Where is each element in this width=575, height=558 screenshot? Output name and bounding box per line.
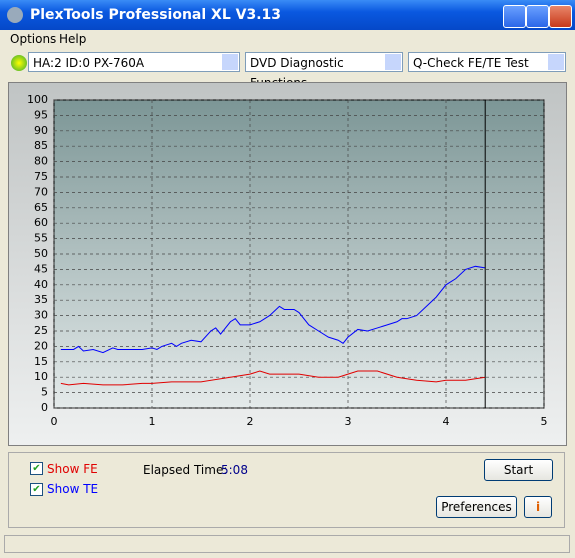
title-bar: PlexTools Professional XL V3.13 (0, 0, 575, 30)
x-tick-label: 4 (443, 415, 450, 428)
minimize-button[interactable] (503, 5, 526, 28)
menu-item[interactable]: Options (10, 32, 57, 46)
function-select[interactable]: DVD Diagnostic Functions (245, 52, 403, 90)
fe-checkbox[interactable]: ✔ (30, 462, 43, 475)
y-tick-label: 20 (34, 339, 48, 352)
preferences-button[interactable]: Preferences (436, 496, 517, 518)
y-tick-label: 0 (41, 401, 48, 414)
maximize-button[interactable] (526, 5, 549, 28)
y-tick-label: 90 (34, 124, 48, 137)
drive-icon (11, 55, 27, 71)
y-tick-label: 25 (34, 324, 48, 337)
start-button[interactable]: Start (484, 459, 553, 481)
control-panel (8, 452, 565, 528)
y-tick-label: 40 (34, 278, 48, 291)
y-tick-label: 55 (34, 232, 48, 245)
y-tick-label: 100 (27, 93, 48, 106)
series-line (60, 265, 486, 354)
window-title: PlexTools Professional XL V3.13 (30, 7, 282, 23)
menu-item[interactable]: Help (59, 32, 87, 46)
y-tick-label: 60 (34, 216, 48, 229)
te-checkbox[interactable]: ✔ (30, 483, 43, 496)
x-tick-label: 3 (345, 415, 352, 428)
elapsed-value: 5:08 (221, 463, 248, 477)
status-bar (4, 535, 570, 553)
y-tick-label: 10 (34, 370, 48, 383)
y-tick-label: 80 (34, 155, 48, 168)
chart: 0510152025303540455055606570758085909510… (8, 82, 567, 446)
info-button[interactable]: i (524, 496, 552, 518)
y-tick-label: 70 (34, 185, 48, 198)
app-icon (7, 7, 23, 23)
te-label[interactable]: Show TE (47, 482, 99, 496)
close-button[interactable] (549, 5, 572, 28)
y-tick-label: 95 (34, 108, 48, 121)
fe-label[interactable]: Show FE (47, 462, 98, 476)
y-tick-label: 50 (34, 247, 48, 260)
x-tick-label: 2 (247, 415, 254, 428)
x-tick-label: 1 (149, 415, 156, 428)
x-tick-label: 5 (541, 415, 548, 428)
elapsed-label: Elapsed Time: (143, 463, 228, 477)
y-tick-label: 30 (34, 309, 48, 322)
y-tick-label: 75 (34, 170, 48, 183)
y-tick-label: 35 (34, 293, 48, 306)
y-tick-label: 45 (34, 262, 48, 275)
test-select[interactable]: Q-Check FE/TE Test (408, 52, 566, 72)
y-tick-label: 5 (41, 386, 48, 399)
y-tick-label: 85 (34, 139, 48, 152)
y-tick-label: 15 (34, 355, 48, 368)
x-tick-label: 0 (51, 415, 58, 428)
drive-select[interactable]: HA:2 ID:0 PX-760A (28, 52, 240, 72)
series-line (60, 370, 486, 386)
y-tick-label: 65 (34, 201, 48, 214)
